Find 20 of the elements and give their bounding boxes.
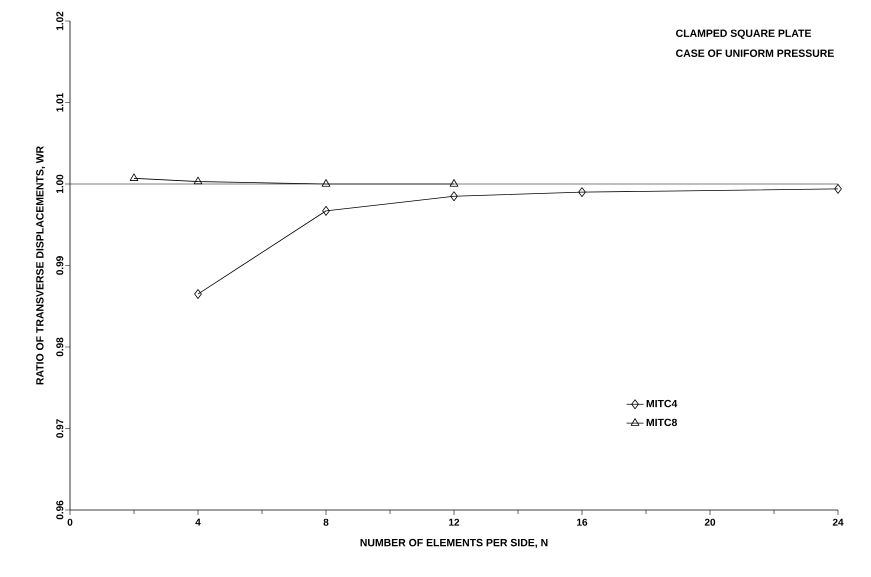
y-tick-label: 0.96 bbox=[56, 500, 64, 520]
y-tick-label: 1.02 bbox=[56, 12, 64, 30]
x-tick-label: 16 bbox=[577, 518, 588, 526]
text: CASE OF UNIFORM PRESSURE bbox=[676, 50, 834, 57]
legend-label: MITC8 bbox=[646, 418, 677, 426]
y-tick-label: 0.97 bbox=[56, 419, 64, 438]
text: CLAMPED SQUARE PLATE bbox=[676, 30, 812, 39]
y-tick-label: 1.01 bbox=[56, 93, 64, 112]
y-tick-label: 1.00 bbox=[56, 174, 64, 194]
x-tick-label: 8 bbox=[324, 518, 328, 526]
y-tick-label: 0.98 bbox=[56, 338, 64, 356]
x-axis-title: NUMBER OF ELEMENTS PER SIDE, N bbox=[360, 538, 548, 548]
y-tick-label: 0.99 bbox=[56, 256, 64, 275]
x-tick-label: 4 bbox=[195, 518, 201, 526]
legend-label: MITC4 bbox=[646, 400, 678, 408]
x-tick-label: 20 bbox=[704, 518, 716, 526]
x-tick-label: 24 bbox=[832, 518, 844, 526]
y-axis-title: RATIO OF TRANSVERSE DISPLACEMENTS, WR bbox=[36, 146, 46, 384]
x-tick-label: 12 bbox=[449, 518, 460, 526]
x-tick-label: 0 bbox=[68, 518, 72, 526]
